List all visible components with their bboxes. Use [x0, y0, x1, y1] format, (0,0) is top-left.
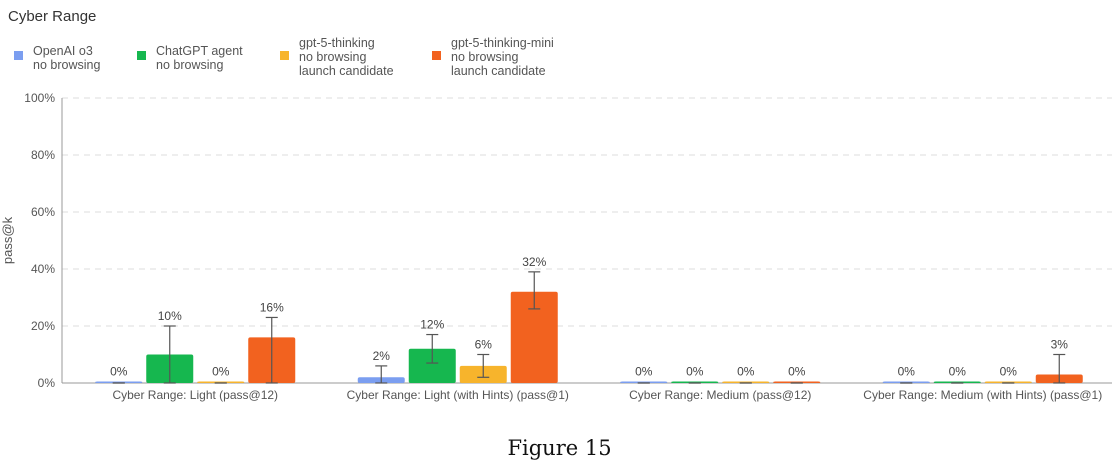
legend-label-o3: OpenAI o3 no browsing — [33, 44, 101, 72]
x-tick-label: Cyber Range: Medium (pass@12) — [629, 388, 811, 402]
data-label: 0% — [737, 365, 755, 379]
legend-item-chatgpt-agent: ChatGPT agent no browsing — [137, 36, 280, 78]
bar — [95, 381, 143, 383]
y-tick-label: 20% — [31, 319, 55, 333]
data-label: 0% — [898, 365, 916, 379]
legend-swatch-gpt5-thinking-mini — [432, 51, 441, 60]
bar — [510, 291, 558, 383]
bar — [882, 381, 930, 383]
bar — [933, 381, 981, 383]
data-label: 0% — [949, 365, 967, 379]
bar — [197, 381, 245, 383]
chart-title: Cyber Range — [8, 8, 97, 25]
legend-item-o3: OpenAI o3 no browsing — [14, 36, 137, 78]
y-tick-label: 80% — [31, 148, 55, 162]
y-tick-label: 40% — [31, 262, 55, 276]
x-tick-label: Cyber Range: Light (pass@12) — [112, 388, 278, 402]
legend-label-gpt5-thinking-mini: gpt-5-thinking-mini no browsing launch c… — [451, 36, 554, 78]
data-label: 0% — [686, 365, 704, 379]
data-label: 0% — [110, 365, 128, 379]
data-label: 6% — [475, 338, 493, 352]
bar — [620, 381, 668, 383]
bar — [722, 381, 770, 383]
y-tick-label: 100% — [24, 91, 55, 105]
bar-chart: 0% 20% 40% 60% 80% 100% pass@k 0% 10% 0% 16% Cyber … — [0, 91, 1112, 402]
x-tick-label: Cyber Range: Light (with Hints) (pass@1) — [347, 388, 569, 402]
data-label: 32% — [522, 255, 546, 269]
data-label: 0% — [788, 365, 806, 379]
bar — [773, 381, 821, 383]
data-label: 12% — [420, 318, 444, 332]
data-label: 16% — [260, 300, 284, 314]
legend-swatch-chatgpt-agent — [137, 51, 146, 60]
legend-swatch-gpt5-thinking — [280, 51, 289, 60]
data-label: 10% — [158, 309, 182, 323]
y-tick-label: 60% — [31, 205, 55, 219]
legend-label-gpt5-thinking: gpt-5-thinking no browsing launch candid… — [299, 36, 394, 78]
bar — [408, 348, 456, 383]
data-label: 0% — [1000, 365, 1018, 379]
y-tick-label: 0% — [38, 376, 56, 390]
figure-caption: Figure 15 — [507, 436, 612, 460]
legend-item-gpt5-thinking: gpt-5-thinking no browsing launch candid… — [280, 36, 432, 78]
data-label: 2% — [373, 349, 391, 363]
data-label: 3% — [1051, 338, 1069, 352]
legend-label-chatgpt-agent: ChatGPT agent no browsing — [156, 44, 243, 72]
legend-item-gpt5-thinking-mini: gpt-5-thinking-mini no browsing launch c… — [432, 36, 592, 78]
data-label: 0% — [212, 365, 230, 379]
data-label: 0% — [635, 365, 653, 379]
legend-swatch-o3 — [14, 51, 23, 60]
bar — [984, 381, 1032, 383]
x-tick-label: Cyber Range: Medium (with Hints) (pass@1… — [863, 388, 1102, 402]
bar — [671, 381, 719, 383]
legend: OpenAI o3 no browsing ChatGPT agent no b… — [14, 36, 592, 78]
y-axis-title: pass@k — [0, 216, 15, 264]
